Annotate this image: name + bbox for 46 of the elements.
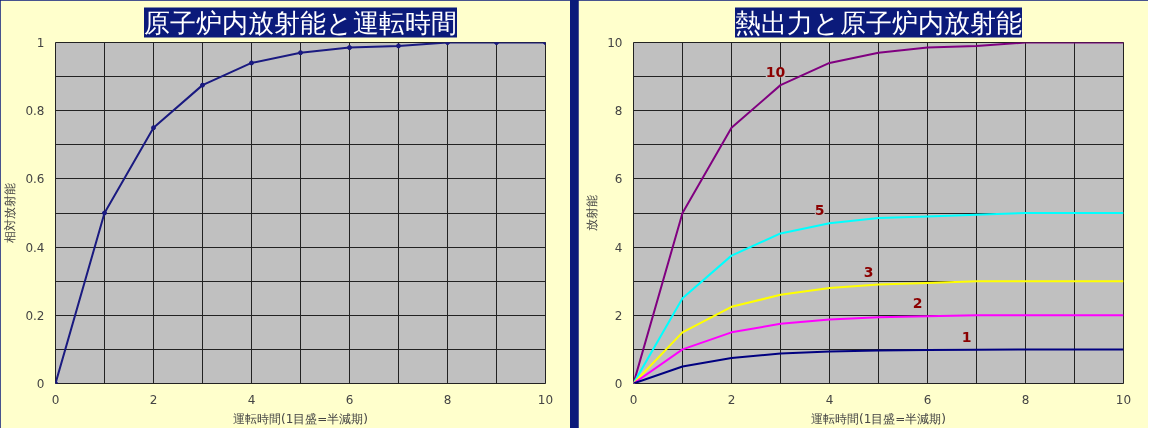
y-tick-label: 6 bbox=[614, 172, 623, 187]
x-tick-label: 6 bbox=[923, 392, 932, 407]
line-series bbox=[633, 280, 1124, 384]
x-tick-label: 6 bbox=[345, 392, 354, 407]
chart-title: 原子炉内放射能と運転時間 bbox=[144, 7, 457, 38]
x-tick-label: 4 bbox=[825, 392, 834, 407]
y-tick-label: 8 bbox=[614, 104, 623, 119]
series-label: 2 bbox=[912, 295, 923, 312]
point bbox=[396, 43, 401, 49]
x-axis-title: 運転時間(1目盛=半減期) bbox=[232, 411, 369, 426]
x-tick-label: 0 bbox=[51, 392, 60, 407]
y-tick-label: 0.8 bbox=[25, 104, 45, 119]
x-tick-label: 10 bbox=[1115, 392, 1132, 407]
y-tick-label: 2 bbox=[614, 308, 623, 323]
y-tick-label: 10 bbox=[607, 36, 623, 50]
x-tick-label: 4 bbox=[247, 392, 256, 407]
point bbox=[151, 125, 156, 131]
x-tick-label: 10 bbox=[537, 392, 554, 407]
point bbox=[200, 82, 205, 88]
series-label: 3 bbox=[863, 263, 874, 280]
x-tick-label: 2 bbox=[149, 392, 158, 407]
point bbox=[249, 60, 254, 66]
series-label: 1 bbox=[961, 328, 972, 345]
series-label: 5 bbox=[814, 202, 825, 219]
point bbox=[347, 45, 352, 51]
x-tick-label: 2 bbox=[727, 392, 736, 407]
line-series bbox=[633, 314, 1124, 384]
y-tick-label: 0.4 bbox=[25, 240, 45, 255]
y-tick-label: 0 bbox=[614, 377, 623, 391]
x-tick-label: 0 bbox=[629, 392, 638, 407]
y-axis-title: 放射能 bbox=[585, 195, 600, 231]
y-tick-label: 0 bbox=[36, 377, 45, 391]
y-axis-title: 相対放射能 bbox=[3, 183, 18, 243]
y-tick-label: 0.2 bbox=[25, 308, 45, 323]
x-tick-label: 8 bbox=[443, 392, 452, 407]
line-series bbox=[633, 348, 1124, 384]
series-label: 10 bbox=[765, 64, 786, 81]
y-tick-label: 0.6 bbox=[25, 172, 45, 187]
point bbox=[102, 210, 107, 216]
point bbox=[298, 50, 303, 56]
x-tick-label: 8 bbox=[1021, 392, 1030, 407]
y-tick-label: 1 bbox=[36, 36, 45, 50]
line-series bbox=[633, 42, 1124, 384]
x-axis-title: 運転時間(1目盛=半減期) bbox=[810, 411, 947, 426]
chart-title: 熱出力と原子炉内放射能 bbox=[735, 7, 1022, 38]
y-tick-label: 4 bbox=[614, 240, 623, 255]
